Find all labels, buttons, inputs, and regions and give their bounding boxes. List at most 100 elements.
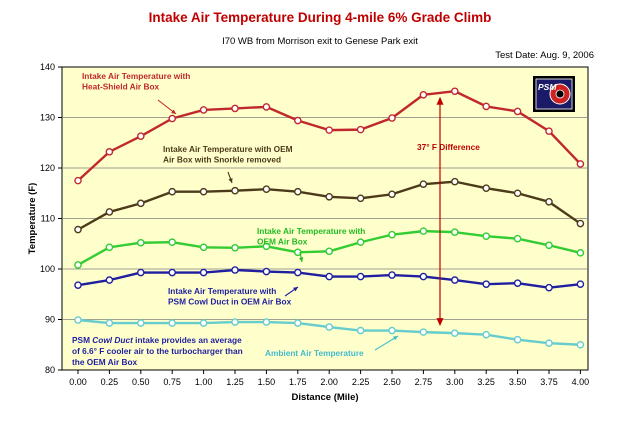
y-tick-label: 80: [45, 365, 55, 375]
series-oem-snorkle: [74, 177, 585, 234]
data-point: [231, 243, 239, 252]
y-tick-label: 130: [40, 113, 55, 123]
x-tick-label: 2.25: [352, 377, 370, 387]
data-point: [74, 261, 82, 269]
x-axis-label: Distance (Mile): [291, 392, 358, 403]
x-tick-label: 3.25: [477, 377, 495, 387]
data-point: [419, 180, 428, 188]
series-annotation-label: Intake Air Temperature with: [257, 226, 365, 236]
chart-subtitle: I70 WB from Morrison exit to Genese Park…: [222, 36, 418, 47]
data-point: [74, 316, 82, 324]
data-point: [168, 114, 176, 123]
annotation-arrowhead: [228, 178, 233, 183]
data-point: [262, 267, 271, 276]
data-point: [576, 249, 585, 257]
data-point: [168, 187, 176, 196]
data-point: [513, 279, 522, 287]
data-point: [419, 227, 428, 235]
data-point: [388, 114, 396, 122]
series-annotation-label: Intake Air Temperature with: [168, 286, 276, 296]
data-point: [388, 230, 396, 239]
series-annotation-label: Intake Air Temperature with OEM: [163, 144, 293, 154]
data-point: [576, 219, 585, 228]
data-point: [576, 340, 585, 349]
data-point: [262, 185, 271, 194]
series-ambient: [74, 316, 585, 349]
series-annotation-label: Heat-Shield Air Box: [82, 82, 160, 92]
footnote-line-1: PSM Cowl Duct intake provides an average: [72, 335, 242, 345]
x-tick-label: 4.00: [572, 377, 590, 387]
data-point: [74, 176, 82, 185]
data-point: [168, 238, 176, 247]
annotation-arrowhead: [298, 257, 304, 262]
data-point: [419, 90, 428, 99]
y-tick-label: 110: [41, 214, 55, 224]
data-point: [545, 339, 553, 348]
data-point: [231, 318, 239, 326]
data-point: [545, 283, 553, 292]
data-point: [419, 272, 428, 281]
x-tick-label: 3.50: [509, 377, 527, 387]
data-point: [199, 268, 208, 277]
data-point: [199, 243, 208, 252]
data-point: [293, 319, 302, 327]
y-tick-label: 140: [40, 62, 55, 72]
data-point: [450, 276, 459, 284]
data-point: [293, 116, 302, 125]
data-point: [482, 232, 491, 240]
series-oem: [74, 227, 585, 269]
annotation-arrowhead: [293, 287, 298, 292]
x-tick-label: 2.00: [320, 377, 338, 387]
data-point: [136, 238, 145, 247]
data-point: [168, 319, 176, 327]
footnote-line-3: the OEM Air Box: [72, 357, 138, 367]
data-point: [356, 272, 365, 281]
x-tick-label: 2.75: [415, 377, 433, 387]
data-point: [262, 242, 271, 251]
difference-arrowhead-bottom: [436, 318, 444, 327]
data-point: [325, 247, 334, 256]
x-tick-label: 3.75: [540, 377, 558, 387]
x-tick-label: 2.50: [383, 377, 401, 387]
data-point: [482, 330, 491, 339]
data-point: [262, 318, 271, 326]
data-point: [482, 184, 491, 192]
data-point: [513, 107, 522, 116]
data-point: [388, 326, 396, 335]
x-tick-label: 0.75: [163, 377, 181, 387]
x-tick-label: 0.00: [69, 377, 87, 387]
data-point: [545, 198, 553, 206]
data-point: [545, 241, 553, 250]
annotation-arrowhead: [393, 336, 398, 341]
data-point: [199, 187, 208, 196]
data-point: [356, 125, 365, 134]
data-point: [576, 280, 585, 288]
x-tick-label: 1.75: [289, 377, 307, 387]
logo-text: PSM: [538, 82, 557, 92]
data-point: [231, 104, 239, 113]
data-point: [105, 276, 114, 284]
data-point: [513, 189, 522, 198]
data-point: [356, 238, 365, 247]
data-point: [482, 280, 491, 288]
series-annotation-label: Intake Air Temperature with: [82, 71, 190, 81]
data-point: [325, 192, 334, 201]
data-point: [199, 106, 208, 114]
y-tick-label: 90: [45, 315, 55, 325]
chart-title: Intake Air Temperature During 4-mile 6% …: [148, 10, 492, 25]
x-tick-label: 1.25: [226, 377, 244, 387]
data-point: [136, 268, 145, 277]
footnote-line-2: of 6.6° F cooler air to the turbocharger…: [72, 346, 243, 356]
data-point: [136, 319, 145, 327]
data-point: [74, 281, 82, 289]
data-point: [293, 268, 302, 277]
data-point: [293, 187, 302, 196]
series-heat-shield: [74, 87, 585, 185]
data-point: [168, 268, 176, 277]
data-point: [105, 148, 114, 156]
data-point: [293, 248, 302, 257]
y-tick-label: 100: [40, 264, 55, 274]
data-point: [262, 103, 271, 111]
